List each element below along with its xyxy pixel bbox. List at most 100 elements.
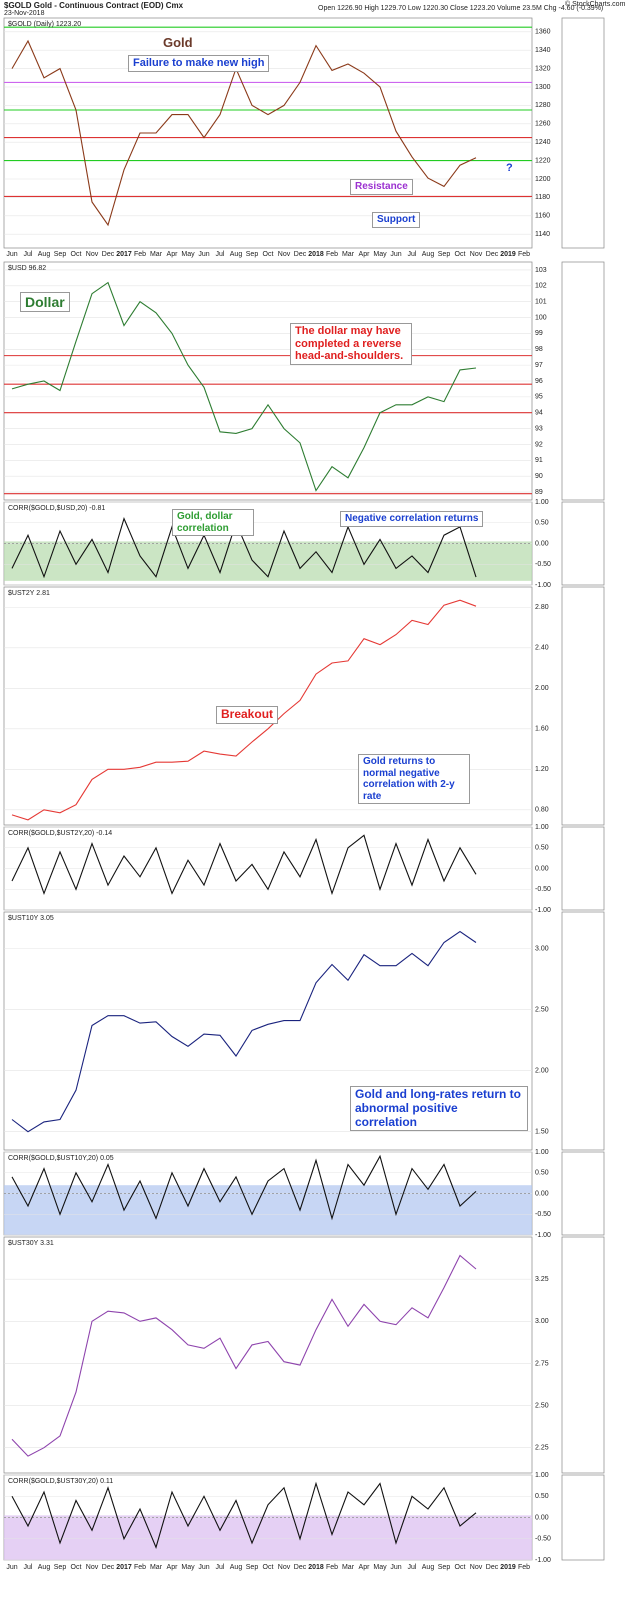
annotation: Support bbox=[372, 212, 421, 228]
series-line bbox=[11, 930, 477, 1133]
x-tick-label: Jun bbox=[6, 251, 17, 258]
x-tick-label: Aug bbox=[38, 1564, 51, 1571]
x-tick-label: Dec bbox=[102, 251, 115, 258]
y-tick-label: -1.00 bbox=[535, 907, 551, 914]
y-tick-label: 1140 bbox=[535, 231, 550, 238]
mini-frame bbox=[561, 261, 605, 501]
y-tick-label: 2.00 bbox=[535, 685, 549, 692]
x-tick-label: Oct bbox=[455, 251, 466, 258]
y-tick-label: 1.00 bbox=[535, 1149, 549, 1156]
x-tick-label: May bbox=[181, 1564, 195, 1571]
x-tick-label: Mar bbox=[150, 1564, 163, 1571]
y-tick-label: 102 bbox=[535, 283, 547, 290]
legend-entry: CORR($GOLD,$UST2Y,20) -0.14 bbox=[8, 830, 112, 837]
x-tick-label: May bbox=[181, 251, 195, 258]
y-tick-label: 94 bbox=[535, 410, 543, 417]
legend-entry: $UST30Y 3.31 bbox=[8, 1240, 54, 1247]
y-tick-label: 1200 bbox=[535, 176, 551, 183]
x-tick-label: Dec bbox=[294, 1564, 307, 1571]
annotation: The dollar may have completed a reverse … bbox=[290, 323, 412, 365]
x-tick-label: 2018 bbox=[308, 251, 324, 258]
y-tick-label: 1160 bbox=[535, 213, 550, 220]
x-tick-label: Dec bbox=[294, 251, 307, 258]
legend-entry: $UST10Y 3.05 bbox=[8, 915, 54, 922]
y-tick-label: 3.00 bbox=[535, 1318, 549, 1325]
y-tick-label: 90 bbox=[535, 473, 543, 480]
y-tick-label: 2.40 bbox=[535, 645, 549, 652]
band bbox=[4, 541, 532, 581]
x-tick-label: Sep bbox=[54, 1564, 67, 1571]
x-tick-label: Sep bbox=[246, 1564, 259, 1571]
y-tick-label: -0.50 bbox=[535, 561, 551, 568]
y-tick-label: 1320 bbox=[535, 65, 551, 72]
legend-entry: CORR($GOLD,$UST30Y,20) 0.11 bbox=[8, 1478, 113, 1485]
x-tick-label: Dec bbox=[102, 1564, 115, 1571]
y-tick-label: 2.50 bbox=[535, 1402, 549, 1409]
legend-entry: CORR($GOLD,$UST10Y,20) 0.05 bbox=[8, 1155, 114, 1162]
mini-frame bbox=[561, 501, 605, 586]
y-tick-label: 2.25 bbox=[535, 1445, 549, 1452]
x-tick-label: Jul bbox=[24, 251, 33, 258]
x-tick-label: Aug bbox=[422, 251, 435, 258]
x-tick-label: Oct bbox=[263, 1564, 274, 1571]
x-tick-label: Jun bbox=[390, 251, 401, 258]
annotation: Resistance bbox=[350, 179, 413, 195]
series-line bbox=[11, 39, 477, 227]
y-tick-label: 0.50 bbox=[535, 1493, 549, 1500]
x-tick-label: May bbox=[373, 251, 387, 258]
x-tick-label: Apr bbox=[359, 251, 371, 258]
y-tick-label: 1340 bbox=[535, 47, 551, 54]
mini-frame bbox=[561, 1236, 605, 1474]
y-tick-label: 100 bbox=[535, 314, 547, 321]
series-line bbox=[11, 1254, 477, 1457]
y-tick-label: 1.50 bbox=[535, 1129, 549, 1136]
x-tick-label: May bbox=[373, 1564, 387, 1571]
date: 23-Nov-2018 bbox=[4, 10, 45, 17]
legend-entry: $USD 96.82 bbox=[8, 265, 46, 272]
x-tick-label: Aug bbox=[38, 251, 51, 258]
x-tick-label: Jul bbox=[408, 1564, 417, 1571]
y-tick-label: 99 bbox=[535, 330, 543, 337]
annotation: Gold bbox=[163, 35, 193, 50]
x-tick-label: Nov bbox=[278, 251, 291, 258]
panel-frame bbox=[3, 911, 533, 1151]
y-tick-label: 3.25 bbox=[535, 1276, 549, 1283]
x-tick-label: Oct bbox=[263, 251, 274, 258]
y-tick-label: 1.00 bbox=[535, 824, 549, 831]
y-tick-label: 95 bbox=[535, 394, 543, 401]
y-tick-label: 1.60 bbox=[535, 726, 549, 733]
series-line bbox=[11, 1481, 477, 1549]
mini-frame bbox=[561, 826, 605, 911]
y-tick-label: 0.00 bbox=[535, 1190, 549, 1197]
x-tick-label: Sep bbox=[54, 251, 67, 258]
y-tick-label: 2.75 bbox=[535, 1360, 549, 1367]
y-tick-label: -1.00 bbox=[535, 1557, 551, 1564]
y-tick-label: -1.00 bbox=[535, 1232, 551, 1239]
x-tick-label: Apr bbox=[359, 1564, 371, 1571]
y-tick-label: -1.00 bbox=[535, 582, 551, 589]
mini-frame bbox=[561, 1474, 605, 1561]
y-tick-label: 0.50 bbox=[535, 520, 549, 527]
series-line bbox=[11, 834, 477, 896]
series-line bbox=[11, 516, 477, 579]
mini-frame bbox=[561, 911, 605, 1151]
x-tick-label: Mar bbox=[150, 251, 163, 258]
y-tick-label: 1240 bbox=[535, 139, 551, 146]
x-tick-label: Feb bbox=[326, 1564, 338, 1571]
source: © StockCharts.com bbox=[565, 1, 626, 8]
y-tick-label: 2.80 bbox=[535, 604, 549, 611]
y-tick-label: 1.00 bbox=[535, 499, 549, 506]
y-tick-label: 89 bbox=[535, 489, 543, 496]
y-tick-label: 0.80 bbox=[535, 807, 549, 814]
legend-entry: $GOLD (Daily) 1223.20 bbox=[8, 21, 81, 28]
annotation: Negative correlation returns bbox=[340, 511, 484, 527]
y-tick-label: 92 bbox=[535, 441, 543, 448]
annotation: Breakout bbox=[216, 706, 279, 724]
mini-frame bbox=[561, 586, 605, 826]
y-tick-label: 1300 bbox=[535, 84, 551, 91]
mini-frame bbox=[561, 1151, 605, 1236]
y-tick-label: 2.00 bbox=[535, 1068, 549, 1075]
y-tick-label: 1220 bbox=[535, 157, 551, 164]
x-tick-label: Sep bbox=[246, 251, 259, 258]
